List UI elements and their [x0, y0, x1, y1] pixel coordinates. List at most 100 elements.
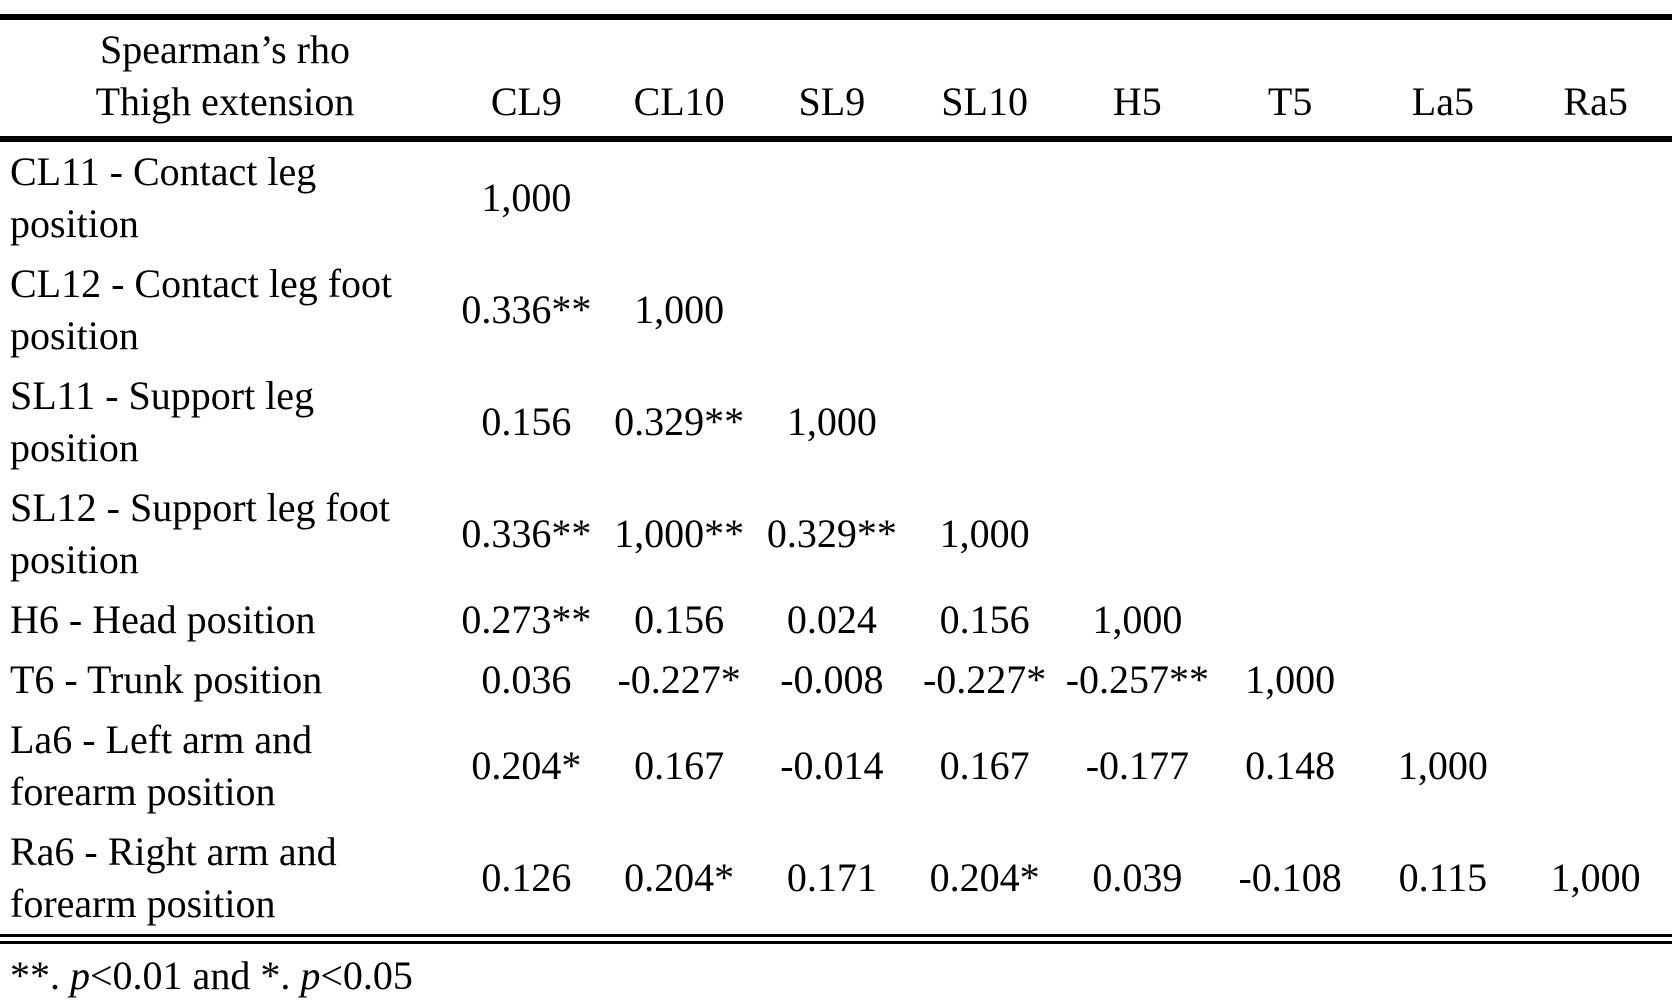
- column-header-sl10: SL10: [941, 79, 1028, 124]
- table-row: CL12 - Contact leg foot position 0.336** 1…: [0, 254, 1672, 366]
- correlation-value: [1214, 366, 1367, 478]
- table-row: SL12 - Support leg foot position 0.336** 1…: [0, 478, 1672, 590]
- correlation-value: -0.177: [1085, 743, 1190, 788]
- column-header-cl10: CL10: [633, 79, 725, 124]
- column-header-h5: H5: [1112, 79, 1162, 124]
- row-label: CL11 - Contact leg position: [10, 149, 317, 246]
- correlation-value: 0.167: [939, 743, 1030, 788]
- correlation-value: 1,000: [786, 399, 877, 444]
- correlation-value: -0.227*: [922, 657, 1047, 702]
- correlation-value: 0.329**: [766, 511, 897, 556]
- table-title-cell: Spearman’s rho Thigh extension: [0, 17, 450, 139]
- correlation-value: 1,000: [1550, 855, 1641, 900]
- correlation-value: 0.171: [786, 855, 877, 900]
- correlation-value: [1061, 478, 1214, 590]
- correlation-value: [1214, 478, 1367, 590]
- correlation-value: 0.204*: [471, 743, 582, 788]
- correlation-value: [908, 254, 1061, 366]
- correlation-value: 0.024: [786, 597, 877, 642]
- correlation-value: 0.156: [634, 597, 725, 642]
- correlation-value: 0.336**: [461, 287, 592, 332]
- correlation-value: -0.257**: [1065, 657, 1210, 702]
- correlation-value: [908, 139, 1061, 254]
- correlation-value: [1214, 590, 1367, 650]
- row-label: H6 - Head position: [10, 597, 316, 642]
- correlation-value: 1,000: [1092, 597, 1183, 642]
- row-label: SL11 - Support leg position: [10, 373, 315, 470]
- correlation-value: [756, 139, 909, 254]
- correlation-value: [1367, 478, 1520, 590]
- footnote-text: <0.05: [320, 953, 413, 998]
- table-row: Ra6 - Right arm and forearm position 0.12…: [0, 822, 1672, 939]
- row-label: T6 - Trunk position: [10, 657, 323, 702]
- row-label: La6 - Left arm and forearm position: [10, 717, 313, 814]
- correlation-value: 1,000: [939, 511, 1030, 556]
- table-title-line2: Thigh extension: [95, 79, 355, 124]
- row-label: CL12 - Contact leg foot position: [10, 261, 393, 358]
- correlation-value: 0.148: [1245, 743, 1336, 788]
- correlation-value: 1,000: [1397, 743, 1488, 788]
- correlation-value: [1061, 366, 1214, 478]
- correlation-value: 0.167: [634, 743, 725, 788]
- correlation-value: -0.227*: [617, 657, 741, 702]
- correlation-value: [1367, 590, 1520, 650]
- table-row: SL11 - Support leg position 0.156 0.329** 1…: [0, 366, 1672, 478]
- correlation-value: 0.036: [481, 657, 572, 702]
- column-header-t5: T5: [1267, 79, 1313, 124]
- significance-footnote: **. p<0.01 and *. p<0.05: [0, 944, 1672, 1002]
- correlation-value: 1,000: [481, 175, 572, 220]
- correlation-value: [1367, 254, 1520, 366]
- correlation-value: 0.273**: [461, 597, 592, 642]
- row-label: SL12 - Support leg foot position: [10, 485, 390, 582]
- spearman-correlation-table: Spearman’s rho Thigh extension CL9 CL10 SL…: [0, 14, 1672, 944]
- table-row: T6 - Trunk position 0.036 -0.227* -0.008 -0.…: [0, 650, 1672, 710]
- correlation-value: 0.204*: [624, 855, 735, 900]
- correlation-value: [1367, 139, 1520, 254]
- correlation-value: 1,000: [1245, 657, 1336, 702]
- column-header-sl9: SL9: [798, 79, 866, 124]
- footnote-p-symbol: p: [70, 953, 90, 998]
- column-header-cl9: CL9: [490, 79, 562, 124]
- table-row: CL11 - Contact leg position 1,000: [0, 139, 1672, 254]
- footnote-p-symbol: p: [300, 953, 321, 998]
- table-title-line1: Spearman’s rho: [100, 27, 350, 72]
- correlation-value: 0.204*: [929, 855, 1040, 900]
- column-header-ra5: Ra5: [1563, 79, 1628, 124]
- correlation-value: [756, 254, 909, 366]
- correlation-value: [1519, 710, 1672, 822]
- correlation-value: [1519, 139, 1672, 254]
- footnote-text: <0.01 and *.: [90, 953, 301, 998]
- correlation-value: [1519, 478, 1672, 590]
- correlation-value: [1519, 254, 1672, 366]
- correlation-value: [1519, 366, 1672, 478]
- row-label: Ra6 - Right arm and forearm position: [10, 829, 337, 926]
- correlation-value: 0.156: [481, 399, 572, 444]
- correlation-value: 0.156: [939, 597, 1030, 642]
- correlation-value: -0.108: [1238, 855, 1342, 900]
- correlation-value: -0.008: [780, 657, 884, 702]
- correlation-value: [1061, 139, 1214, 254]
- correlation-value: 1,000**: [614, 511, 745, 556]
- correlation-value: [603, 139, 756, 254]
- correlation-value: 0.039: [1092, 855, 1183, 900]
- correlation-value: 0.329**: [614, 399, 745, 444]
- column-header-la5: La5: [1411, 79, 1474, 124]
- correlation-value: [1519, 590, 1672, 650]
- correlation-value: 0.115: [1398, 855, 1488, 900]
- correlation-value: 1,000: [634, 287, 725, 332]
- table-row: H6 - Head position 0.273** 0.156 0.024 0.156…: [0, 590, 1672, 650]
- correlation-value: -0.014: [780, 743, 884, 788]
- table-row: La6 - Left arm and forearm position 0.204…: [0, 710, 1672, 822]
- correlation-value: [1214, 139, 1367, 254]
- correlation-value: [1214, 254, 1367, 366]
- header-row: Spearman’s rho Thigh extension CL9 CL10 SL…: [0, 17, 1672, 139]
- correlation-value: 0.336**: [461, 511, 592, 556]
- correlation-value: [1367, 366, 1520, 478]
- correlation-value: [1519, 650, 1672, 710]
- correlation-value: 0.126: [481, 855, 572, 900]
- correlation-value: [1367, 650, 1520, 710]
- correlation-value: [908, 366, 1061, 478]
- correlation-value: [1061, 254, 1214, 366]
- footnote-text: **.: [10, 953, 70, 998]
